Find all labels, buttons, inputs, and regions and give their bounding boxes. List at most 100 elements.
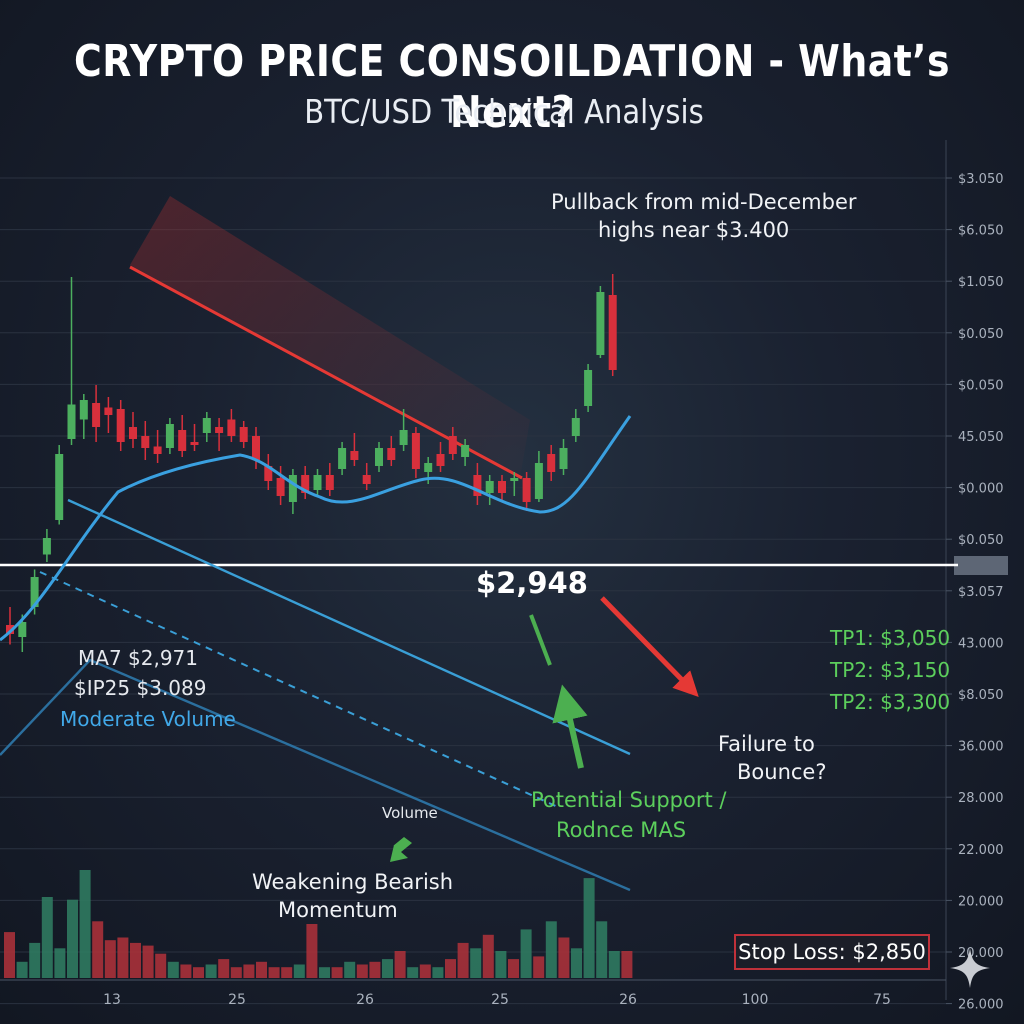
ma7-curve: [0, 415, 632, 642]
candle-body: [252, 436, 260, 460]
candle: [67, 277, 76, 445]
volume-bar: [117, 937, 129, 978]
volume-bar: [495, 951, 507, 978]
volume-bar: [16, 961, 28, 978]
candle-body: [498, 481, 506, 493]
volume-bar: [167, 961, 179, 978]
candle-body: [227, 419, 236, 436]
candle: [227, 409, 236, 442]
candle-body: [301, 475, 310, 493]
candle-body: [424, 463, 433, 472]
x-tick-label: 26: [356, 992, 374, 1008]
candle: [387, 436, 396, 466]
x-tick-label: 100: [742, 992, 769, 1008]
candle: [92, 385, 101, 442]
candle-body: [42, 538, 51, 555]
weakening-label-line2: Momentum: [278, 898, 398, 922]
candle-body: [547, 454, 556, 472]
support-arrow-tail: [529, 614, 552, 666]
x-tick-label: 26: [619, 992, 637, 1008]
y-tick-label: $0.000: [958, 482, 1004, 497]
channel-upper-line: [67, 498, 631, 756]
candle-body: [129, 427, 137, 439]
sparkle-icon: [950, 948, 990, 988]
candle: [252, 427, 260, 469]
candle-body: [522, 478, 531, 502]
candle-body: [584, 370, 593, 406]
candle: [42, 529, 51, 562]
candle: [608, 274, 617, 376]
volume-bars: [4, 870, 633, 978]
candle: [473, 463, 482, 505]
candle: [350, 433, 359, 466]
volume-bar: [621, 951, 633, 978]
take-profit-1: TP1: $3,050: [830, 626, 951, 650]
chart-title: CRYPTO PRICE CONSOILDATION - What’s Next…: [74, 36, 950, 138]
candle-body: [375, 448, 383, 466]
volume-bar: [432, 967, 444, 978]
volume-bar: [470, 948, 482, 978]
candle: [584, 364, 593, 412]
candle: [498, 475, 506, 502]
y-tick-label: $0.050: [958, 378, 1004, 393]
x-tick-label: 25: [228, 992, 246, 1008]
candle-body: [338, 448, 347, 469]
candle-body: [559, 448, 568, 469]
volume-bar: [445, 959, 456, 978]
candle: [571, 409, 580, 442]
y-tick-label: 28.000: [958, 791, 1004, 806]
x-tick-label: 13: [103, 992, 121, 1008]
volume-bar: [193, 967, 204, 978]
chart-subtitle: BTC/USD Technical Analysis: [304, 92, 704, 131]
candle: [129, 412, 137, 448]
volume-bar: [571, 948, 582, 978]
volume-bar: [596, 921, 608, 978]
candle-body: [202, 418, 211, 433]
candle-body: [6, 625, 14, 634]
candle: [522, 472, 531, 511]
volume-bar: [293, 964, 305, 978]
volume-bar: [356, 964, 368, 978]
candle-body: [350, 451, 359, 460]
candle: [375, 442, 383, 472]
candle-body: [411, 433, 420, 469]
failure-arrow: [600, 596, 699, 697]
y-tick-label: 36.000: [958, 740, 1004, 755]
pullback-note-line2: highs near $3.400: [598, 218, 790, 242]
candle: [276, 466, 285, 505]
y-tick-label: $8.050: [958, 688, 1004, 703]
candle: [79, 394, 88, 439]
candle: [399, 409, 408, 451]
candle: [313, 469, 322, 496]
candle-body: [104, 407, 113, 415]
candle-body: [116, 409, 125, 442]
candle: [485, 475, 494, 505]
y-tick-label: 45.050: [958, 430, 1004, 445]
take-profit-3: TP2: $3,300: [830, 690, 951, 714]
candle: [116, 400, 125, 451]
volume-bar: [268, 967, 280, 978]
candle-body: [387, 448, 396, 460]
candle: [411, 427, 420, 478]
volume-bar: [608, 951, 620, 978]
volume-bar: [230, 967, 242, 978]
take-profit-2: TP2: $3,150: [830, 658, 951, 682]
moderate-volume-label: Moderate Volume: [60, 707, 236, 731]
volume-bar: [29, 942, 41, 978]
volume-bar: [218, 959, 230, 978]
candle-body: [239, 427, 248, 442]
candle-body: [510, 478, 519, 481]
candle: [6, 607, 14, 645]
candle-body: [178, 430, 187, 451]
volume-bar: [142, 945, 154, 978]
candle-body: [55, 454, 64, 520]
candle-body: [190, 442, 199, 445]
candle: [264, 454, 273, 490]
candle: [448, 427, 457, 460]
volume-bar: [394, 951, 406, 978]
volume-bar: [419, 964, 431, 978]
ma25-curve: [0, 658, 631, 892]
support-label-line2: Rodnce MAS: [556, 818, 687, 842]
candle-body: [596, 292, 605, 355]
volume-bar: [533, 956, 545, 978]
